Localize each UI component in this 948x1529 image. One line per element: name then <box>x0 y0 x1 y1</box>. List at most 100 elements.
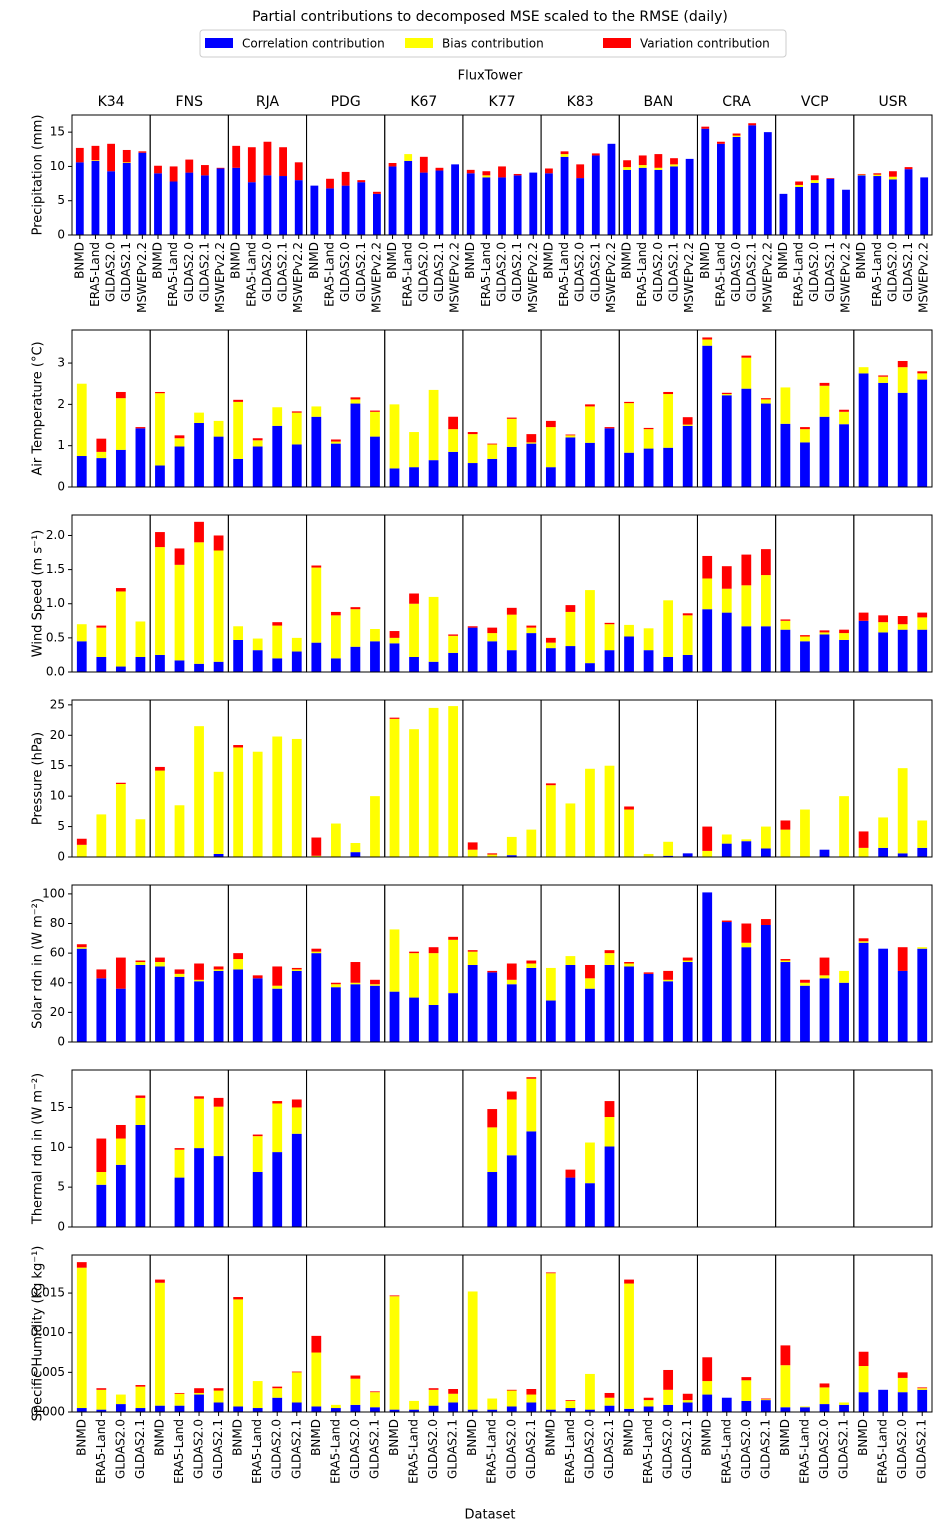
bar-segment <box>565 646 576 672</box>
bar-segment <box>663 391 674 395</box>
bar-segment <box>75 147 84 163</box>
bar-segment <box>721 1397 732 1412</box>
x-tick-label: GLDAS2.0 <box>416 242 430 302</box>
bar-segment <box>115 398 126 450</box>
y-tick-label: 2.0 <box>46 528 65 542</box>
bar-segment <box>370 1392 380 1408</box>
bar-segment <box>194 1394 204 1412</box>
bar-segment <box>487 1409 498 1412</box>
bar-segment <box>311 951 322 954</box>
bar-segment <box>897 768 908 854</box>
x-tick-label: BNMD <box>620 242 634 279</box>
bar-segment <box>604 1397 615 1406</box>
bar-segment <box>409 729 419 857</box>
bar-segment <box>897 360 908 368</box>
bar-segment <box>604 1146 615 1227</box>
bar-segment <box>904 169 913 235</box>
bar-segment <box>795 181 803 185</box>
bar-segment <box>213 1402 224 1412</box>
bar-segment <box>643 1397 654 1401</box>
bar-segment <box>174 976 185 1042</box>
bar-segment <box>194 726 204 857</box>
bar-segment <box>760 826 771 849</box>
bar-segment <box>741 1400 752 1412</box>
bar-segment <box>826 178 835 235</box>
bar-segment <box>96 1389 107 1410</box>
bar-segment <box>839 982 849 1042</box>
bar-segment <box>717 141 725 144</box>
bar-segment <box>819 957 830 976</box>
bar-segment <box>96 969 107 979</box>
bar-segment <box>448 1402 459 1412</box>
bar-segment <box>682 957 693 961</box>
bar-segment <box>91 160 100 161</box>
bar-segment <box>545 420 556 428</box>
x-tick-label: ERA5-Land <box>641 1419 655 1484</box>
bar-segment <box>487 641 498 672</box>
bar-segment <box>526 1077 537 1079</box>
bar-segment <box>213 436 224 487</box>
bar-segment <box>741 1380 752 1401</box>
x-tick-label: BNMD <box>854 242 868 279</box>
x-tick-label: GLDAS2.1 <box>510 242 524 302</box>
bar-segment <box>213 535 224 551</box>
bar-segment <box>701 126 710 129</box>
bar-segment <box>643 429 654 449</box>
x-tick-label: ERA5-Land <box>166 242 180 307</box>
bar-segment <box>451 164 459 235</box>
bar-segment <box>810 175 819 181</box>
bar-segment <box>487 1398 498 1410</box>
bar-segment <box>560 156 569 235</box>
bar-segment <box>819 416 830 487</box>
y-tick-label: 10 <box>50 159 65 173</box>
bar-segment <box>467 463 478 487</box>
bar-segment <box>115 391 126 399</box>
bar-segment <box>409 593 419 604</box>
bar-segment <box>526 1402 537 1412</box>
bar-segment <box>800 982 810 986</box>
bar-segment <box>858 612 869 621</box>
bar-segment <box>604 427 615 429</box>
bar-segment <box>565 1177 576 1227</box>
bar-segment <box>294 180 303 235</box>
bar-segment <box>897 624 908 630</box>
bar-segment <box>213 853 224 857</box>
bar-segment <box>350 843 361 853</box>
y-tick-label: 15 <box>50 1100 65 1114</box>
bar-segment <box>654 169 663 235</box>
x-tick-label: ERA5-Land <box>88 242 102 307</box>
x-tick-label: GLDAS2.0 <box>504 1419 518 1479</box>
bar-segment <box>858 1351 869 1367</box>
bar-segment <box>428 389 439 461</box>
bar-segment <box>585 442 595 487</box>
bar-segment <box>330 611 341 616</box>
site-label: K67 <box>410 94 437 110</box>
bar-segment <box>409 953 419 998</box>
bar-segment <box>252 1408 263 1412</box>
x-tick-label: MSWEPv2.2 <box>526 242 540 313</box>
bar-segment <box>213 550 224 662</box>
bar-segment <box>194 412 204 423</box>
bar-segment <box>291 970 302 1042</box>
bar-segment <box>604 964 615 1042</box>
bar-segment <box>154 165 162 174</box>
bar-segment <box>487 972 498 1042</box>
bar-segment <box>115 1138 126 1165</box>
y-tick-label: 0.005 <box>31 1365 65 1379</box>
bar-segment <box>917 371 928 374</box>
bar-segment <box>643 628 654 651</box>
bar-segment <box>428 947 439 954</box>
x-tick-label: GLDAS2.0 <box>817 1419 831 1479</box>
bar-segment <box>291 637 302 652</box>
bar-segment <box>169 166 178 182</box>
bar-segment <box>107 171 115 235</box>
bar-segment <box>357 182 366 235</box>
bar-segment <box>428 661 439 672</box>
y-tick-label: 100 <box>42 886 65 900</box>
bar-segment <box>272 622 283 626</box>
bar-segment <box>878 847 889 857</box>
bar-segment <box>409 1409 419 1412</box>
bar-segment <box>96 1138 107 1173</box>
x-tick-label: GLDAS2.1 <box>758 1419 772 1479</box>
bar-segment <box>513 175 522 235</box>
